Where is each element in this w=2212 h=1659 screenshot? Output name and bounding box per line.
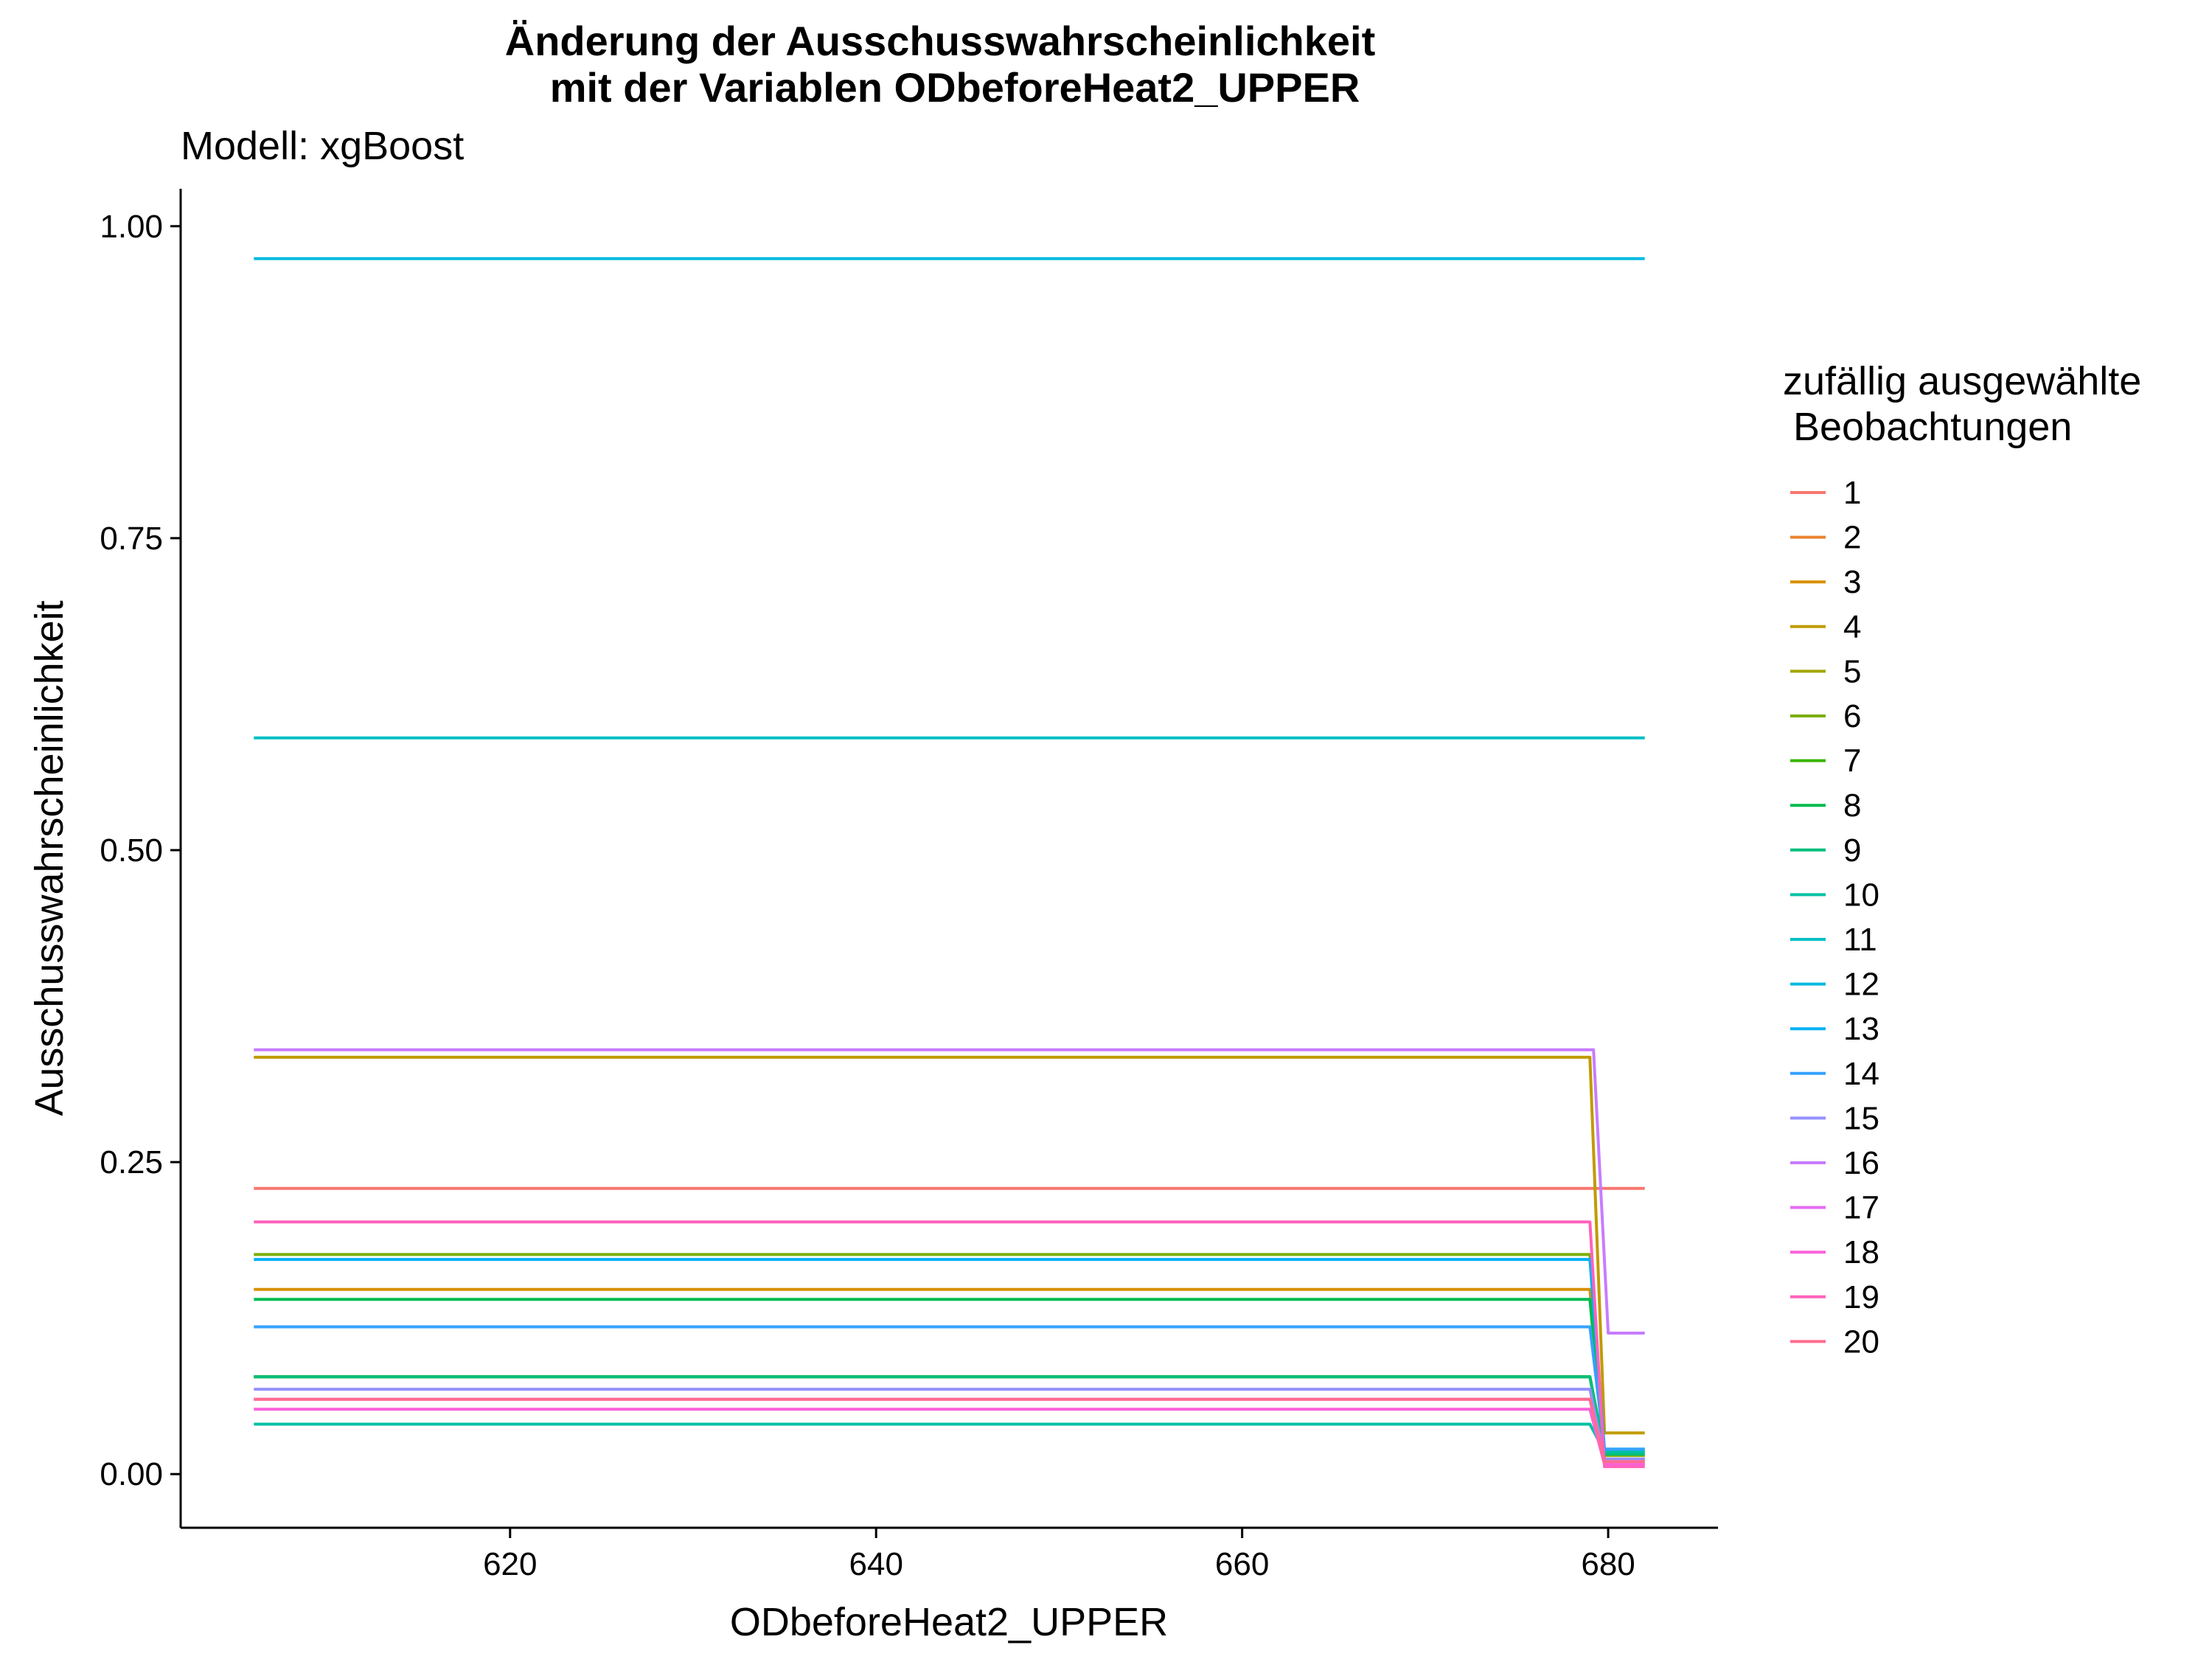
legend-item-18: 18 [1790,1234,1879,1270]
legend-label-9: 9 [1843,832,1861,869]
legend-label-7: 7 [1843,743,1861,779]
legend-label-14: 14 [1843,1056,1879,1092]
legend-item-2: 2 [1790,520,1861,556]
chart-title-line-2: mit der Variablen ODbeforeHeat2_UPPER [550,64,1360,111]
legend-title-line-1: zufällig ausgewählte [1783,359,2141,403]
series-line-10 [254,1422,1645,1453]
y-tick-label: 0.25 [100,1144,163,1180]
chart-subtitle: Modell: xgBoost [181,124,464,168]
legend-label-1: 1 [1843,475,1861,511]
y-tick-label: 0.50 [100,832,163,869]
legend-item-13: 13 [1790,1011,1879,1047]
y-axis-ticks: 0.00 0.25 0.50 0.75 1.00 [100,209,181,1492]
legend-item-9: 9 [1790,832,1861,869]
legend-item-1: 1 [1790,475,1861,511]
legend-label-10: 10 [1843,877,1879,913]
legend-item-12: 12 [1790,967,1879,1003]
legend-item-19: 19 [1790,1279,1879,1315]
x-axis-ticks: 620 640 660 680 [483,1528,1635,1582]
legend-item-14: 14 [1790,1056,1879,1092]
legend-label-18: 18 [1843,1234,1879,1270]
legend-label-13: 13 [1843,1011,1879,1047]
x-tick-label: 640 [849,1546,903,1582]
legend-item-4: 4 [1790,609,1861,645]
legend-item-20: 20 [1790,1324,1879,1360]
y-tick-label: 0.00 [100,1456,163,1492]
legend: zufällig ausgewählte Beobachtungen 12345… [1783,359,2141,1360]
legend-item-16: 16 [1790,1145,1879,1181]
legend-item-5: 5 [1790,653,1861,689]
x-tick-label: 620 [483,1546,537,1582]
plot-area [254,257,1645,1469]
y-tick-label: 0.75 [100,521,163,557]
legend-item-6: 6 [1790,698,1861,734]
legend-item-10: 10 [1790,877,1879,913]
legend-title-line-2: Beobachtungen [1793,405,2072,449]
legend-label-19: 19 [1843,1279,1879,1315]
x-tick-label: 680 [1581,1546,1635,1582]
legend-label-4: 4 [1843,609,1861,645]
series-line-9 [254,1375,1645,1456]
legend-label-15: 15 [1843,1100,1879,1136]
series-line-4 [254,1055,1645,1435]
legend-label-16: 16 [1843,1145,1879,1181]
series-line-13 [254,1258,1645,1451]
y-axis-title: Ausschusswahrscheinlichkeit [27,600,72,1116]
legend-item-11: 11 [1790,922,1877,958]
legend-label-11: 11 [1843,922,1877,958]
legend-item-17: 17 [1790,1190,1879,1226]
legend-label-2: 2 [1843,520,1861,556]
legend-label-6: 6 [1843,698,1861,734]
legend-item-7: 7 [1790,743,1861,779]
series-line-20 [254,1397,1645,1464]
series-line-16 [254,1048,1645,1335]
series-line-18 [254,1408,1645,1466]
series-line-19 [254,1220,1645,1469]
legend-item-8: 8 [1790,787,1861,824]
y-tick-label: 1.00 [100,209,163,245]
legend-label-5: 5 [1843,653,1861,689]
legend-item-15: 15 [1790,1100,1879,1136]
legend-label-8: 8 [1843,787,1861,824]
legend-label-17: 17 [1843,1190,1879,1226]
legend-label-12: 12 [1843,967,1879,1003]
series-line-14 [254,1325,1645,1451]
series-line-8 [254,1298,1645,1461]
chart-title-line-1: Änderung der Ausschusswahrscheinlichkeit [505,18,1375,64]
legend-label-3: 3 [1843,564,1861,600]
x-tick-label: 660 [1215,1546,1269,1582]
x-axis-title: ODbeforeHeat2_UPPER [730,1600,1168,1644]
legend-label-20: 20 [1843,1324,1879,1360]
legend-item-3: 3 [1790,564,1861,600]
